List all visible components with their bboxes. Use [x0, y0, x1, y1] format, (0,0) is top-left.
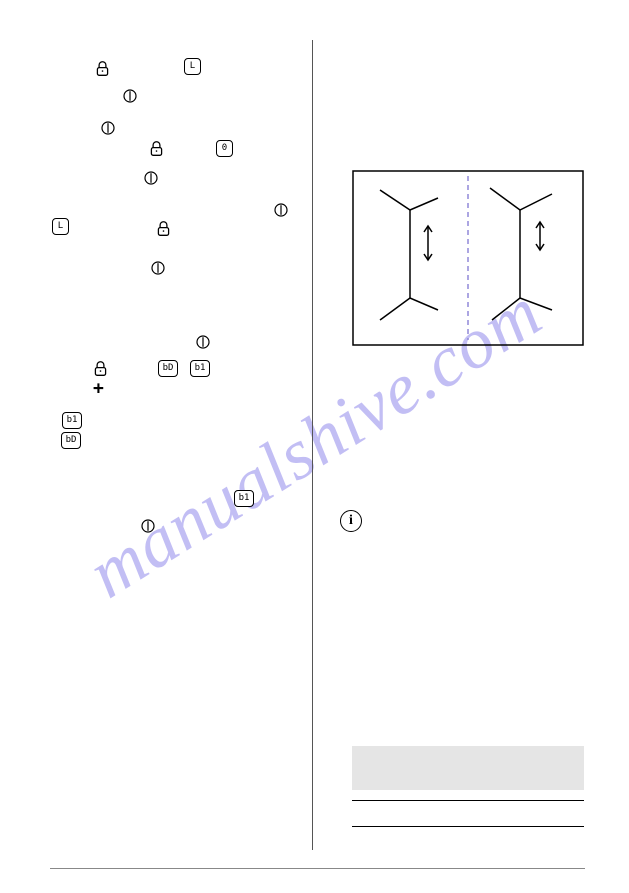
- b1-icon: b1: [62, 412, 82, 429]
- L-icon: L: [184, 58, 201, 75]
- lock-icon: [92, 360, 109, 377]
- power-icon: [140, 518, 156, 534]
- bD-icon: bD: [158, 360, 178, 377]
- b1-icon: b1: [234, 490, 254, 507]
- footer-rule: [50, 868, 585, 869]
- lock-icon: [148, 140, 165, 157]
- power-icon: [122, 88, 138, 104]
- power-icon: [150, 260, 166, 276]
- manual-page: manualshive.com L 0 L bD b1 + b1 bD b1: [0, 0, 629, 893]
- L-icon: L: [52, 218, 69, 235]
- power-icon: [273, 202, 289, 218]
- bD-icon: bD: [61, 432, 81, 449]
- highlight-box: [352, 746, 584, 790]
- column-divider: [312, 40, 313, 850]
- separator-line: [352, 800, 584, 801]
- lock-icon: [94, 60, 111, 77]
- plus-icon: +: [93, 378, 104, 399]
- power-icon: [143, 170, 159, 186]
- power-icon: [195, 334, 211, 350]
- info-icon: i: [340, 510, 362, 532]
- zero-icon: 0: [216, 140, 233, 157]
- b1-icon: b1: [190, 360, 210, 377]
- power-icon: [100, 120, 116, 136]
- lock-icon: [155, 220, 172, 237]
- adjustment-diagram: [352, 170, 584, 346]
- separator-line: [352, 826, 584, 827]
